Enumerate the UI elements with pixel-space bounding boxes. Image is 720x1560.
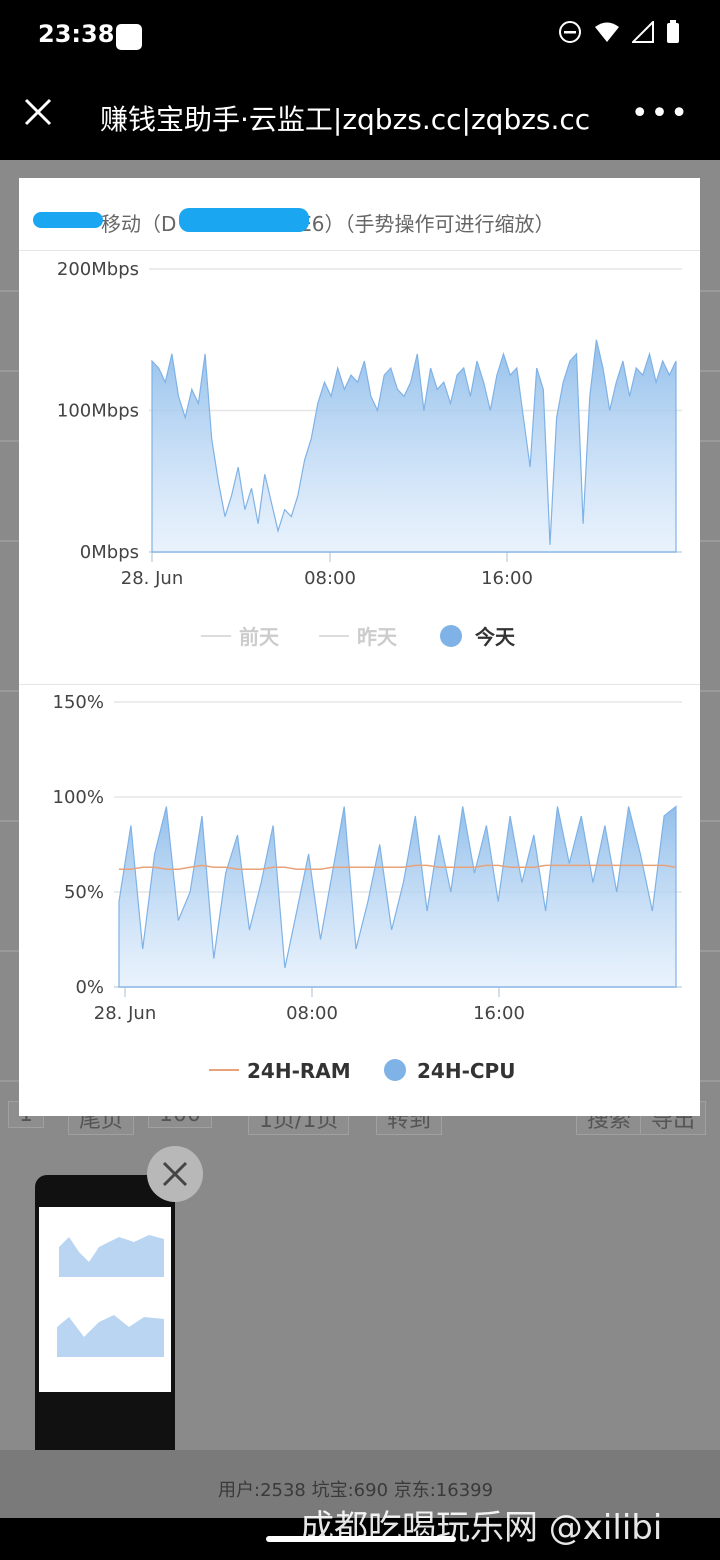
legend-label: 今天 (475, 625, 516, 649)
cpu-ram-chart[interactable]: 150% 100% 50% 0% 28. Jun 08:00 16:00 24H-RAM 24H… (19, 688, 700, 1108)
redaction (179, 208, 309, 232)
y-tick-label: 0% (75, 977, 104, 998)
footer-stats: 用户:2538 坑宝:690 京东:16399 (218, 1480, 494, 1501)
series-area-今天 (151, 339, 677, 553)
x-tick-label: 08:00 (286, 1003, 338, 1024)
y-tick-label: 100Mbps (57, 401, 139, 422)
y-tick-label: 200Mbps (57, 259, 139, 280)
legend-marker (384, 1059, 406, 1081)
signal-icon (632, 21, 654, 43)
legend-label: 24H-RAM (247, 1059, 351, 1083)
home-handle[interactable] (266, 1536, 456, 1542)
thumbnail-close-button[interactable] (147, 1146, 203, 1202)
redaction (33, 212, 103, 228)
nav-bar (0, 1518, 720, 1560)
series-line-24H-RAM (119, 864, 677, 870)
status-bar: 23:38 (0, 0, 720, 72)
status-icons (558, 20, 680, 44)
x-tick-label: 28. Jun (94, 1003, 156, 1024)
x-tick-label: 16:00 (473, 1003, 525, 1024)
battery-icon (667, 20, 679, 43)
caption-isp: 移动（D (101, 212, 177, 236)
legend-label: 前天 (239, 625, 280, 649)
thumbnail-preview (39, 1207, 171, 1392)
caption-hint: （手势操作可进行缩放） (344, 212, 555, 236)
bandwidth-chart[interactable]: 200Mbps 100Mbps 0Mbps 28. Jun 08:00 16:00 前天 昨天… (19, 253, 700, 683)
y-tick-label: 50% (64, 882, 104, 903)
y-tick-label: 100% (53, 787, 104, 808)
y-tick-label: 0Mbps (80, 542, 139, 563)
screenshot-thumbnail[interactable] (35, 1175, 175, 1475)
more-menu-icon[interactable]: ••• (630, 96, 690, 131)
legend-label: 昨天 (357, 625, 398, 649)
footer: 用户:2538 坑宝:690 京东:16399 (0, 1450, 720, 1518)
series-area-24H-CPU (118, 805, 677, 988)
status-time: 23:38 (38, 20, 115, 48)
dnd-icon (559, 21, 581, 43)
legend-marker (440, 625, 462, 647)
x-tick-label: 08:00 (304, 568, 356, 589)
y-tick-label: 150% (53, 692, 104, 713)
x-tick-label: 28. Jun (121, 568, 183, 589)
x-tick-label: 16:00 (481, 568, 533, 589)
app-bar: 赚钱宝助手·云监工|zqbzs.cc|zqbzs.cc ••• (0, 72, 720, 160)
page-title: 赚钱宝助手·云监工|zqbzs.cc|zqbzs.cc (100, 103, 591, 136)
watermark: 成都吃喝玩乐网 @xilibi (300, 1508, 663, 1548)
legend-label: 24H-CPU (417, 1059, 515, 1083)
close-icon[interactable] (18, 92, 58, 132)
close-icon (162, 1161, 188, 1187)
wifi-icon (595, 22, 619, 42)
chart-modal: 移动（D 4E6）（手势操作可进行缩放） 200Mbps 100Mbps 0Mbps 2… (19, 178, 700, 1116)
notification-icon (116, 24, 142, 50)
